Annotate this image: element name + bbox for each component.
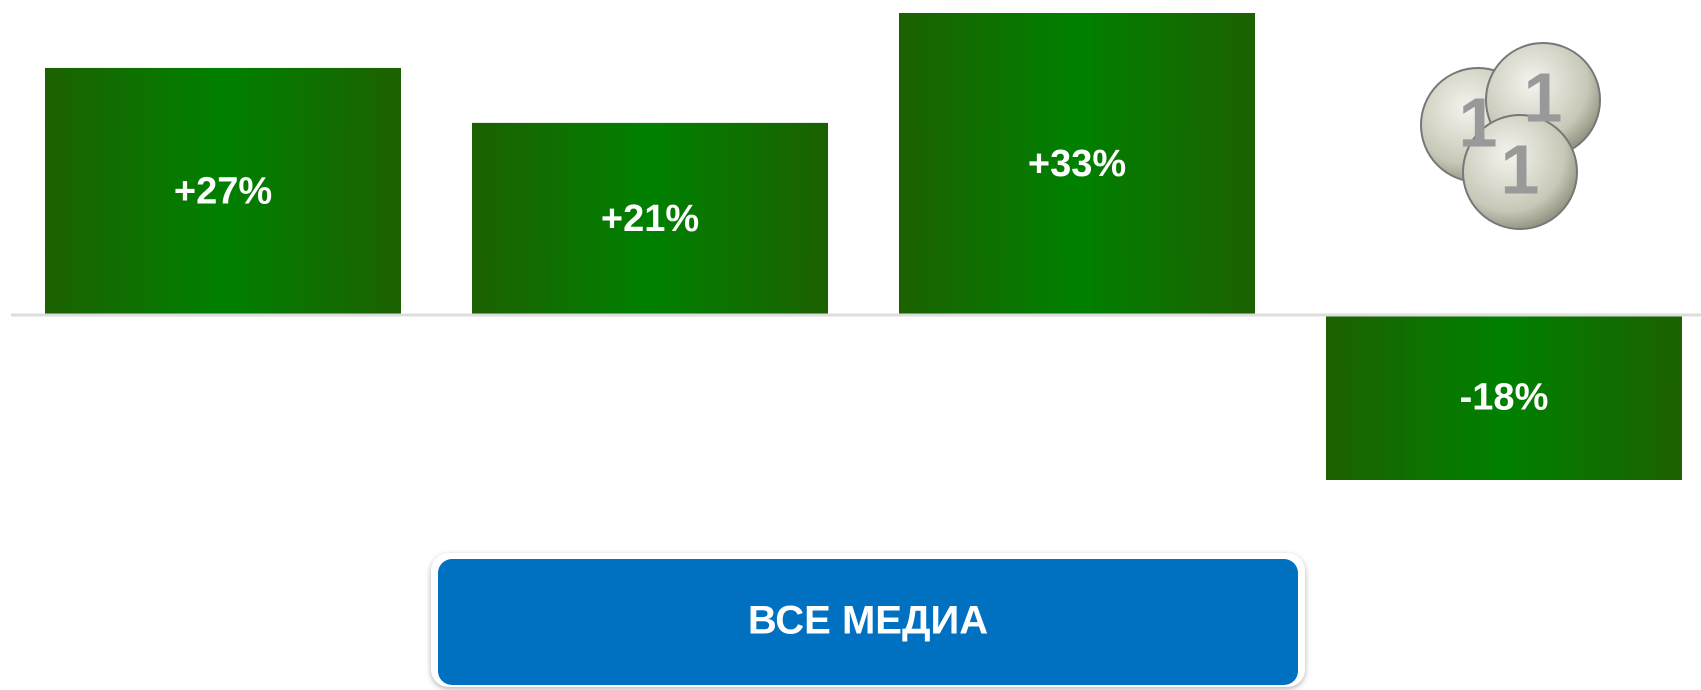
coins-icon: 1 1 1	[1420, 42, 1601, 230]
svg-text:1: 1	[1524, 58, 1563, 136]
button[interactable]: ВСЕ МЕДИА	[431, 553, 1305, 687]
bar	[1326, 315, 1682, 480]
value-label: +27%	[174, 171, 272, 213]
button-body[interactable]	[438, 559, 1298, 685]
bar	[899, 13, 1255, 316]
bar	[45, 67, 401, 316]
bar	[472, 122, 828, 316]
button-label[interactable]: ВСЕ МЕДИА	[748, 599, 988, 643]
svg-text:1: 1	[1501, 130, 1540, 208]
svg-text:1: 1	[1459, 83, 1498, 161]
value-label: -18%	[1460, 377, 1549, 419]
value-label: +21%	[601, 198, 699, 240]
value-label: +33%	[1028, 143, 1126, 185]
